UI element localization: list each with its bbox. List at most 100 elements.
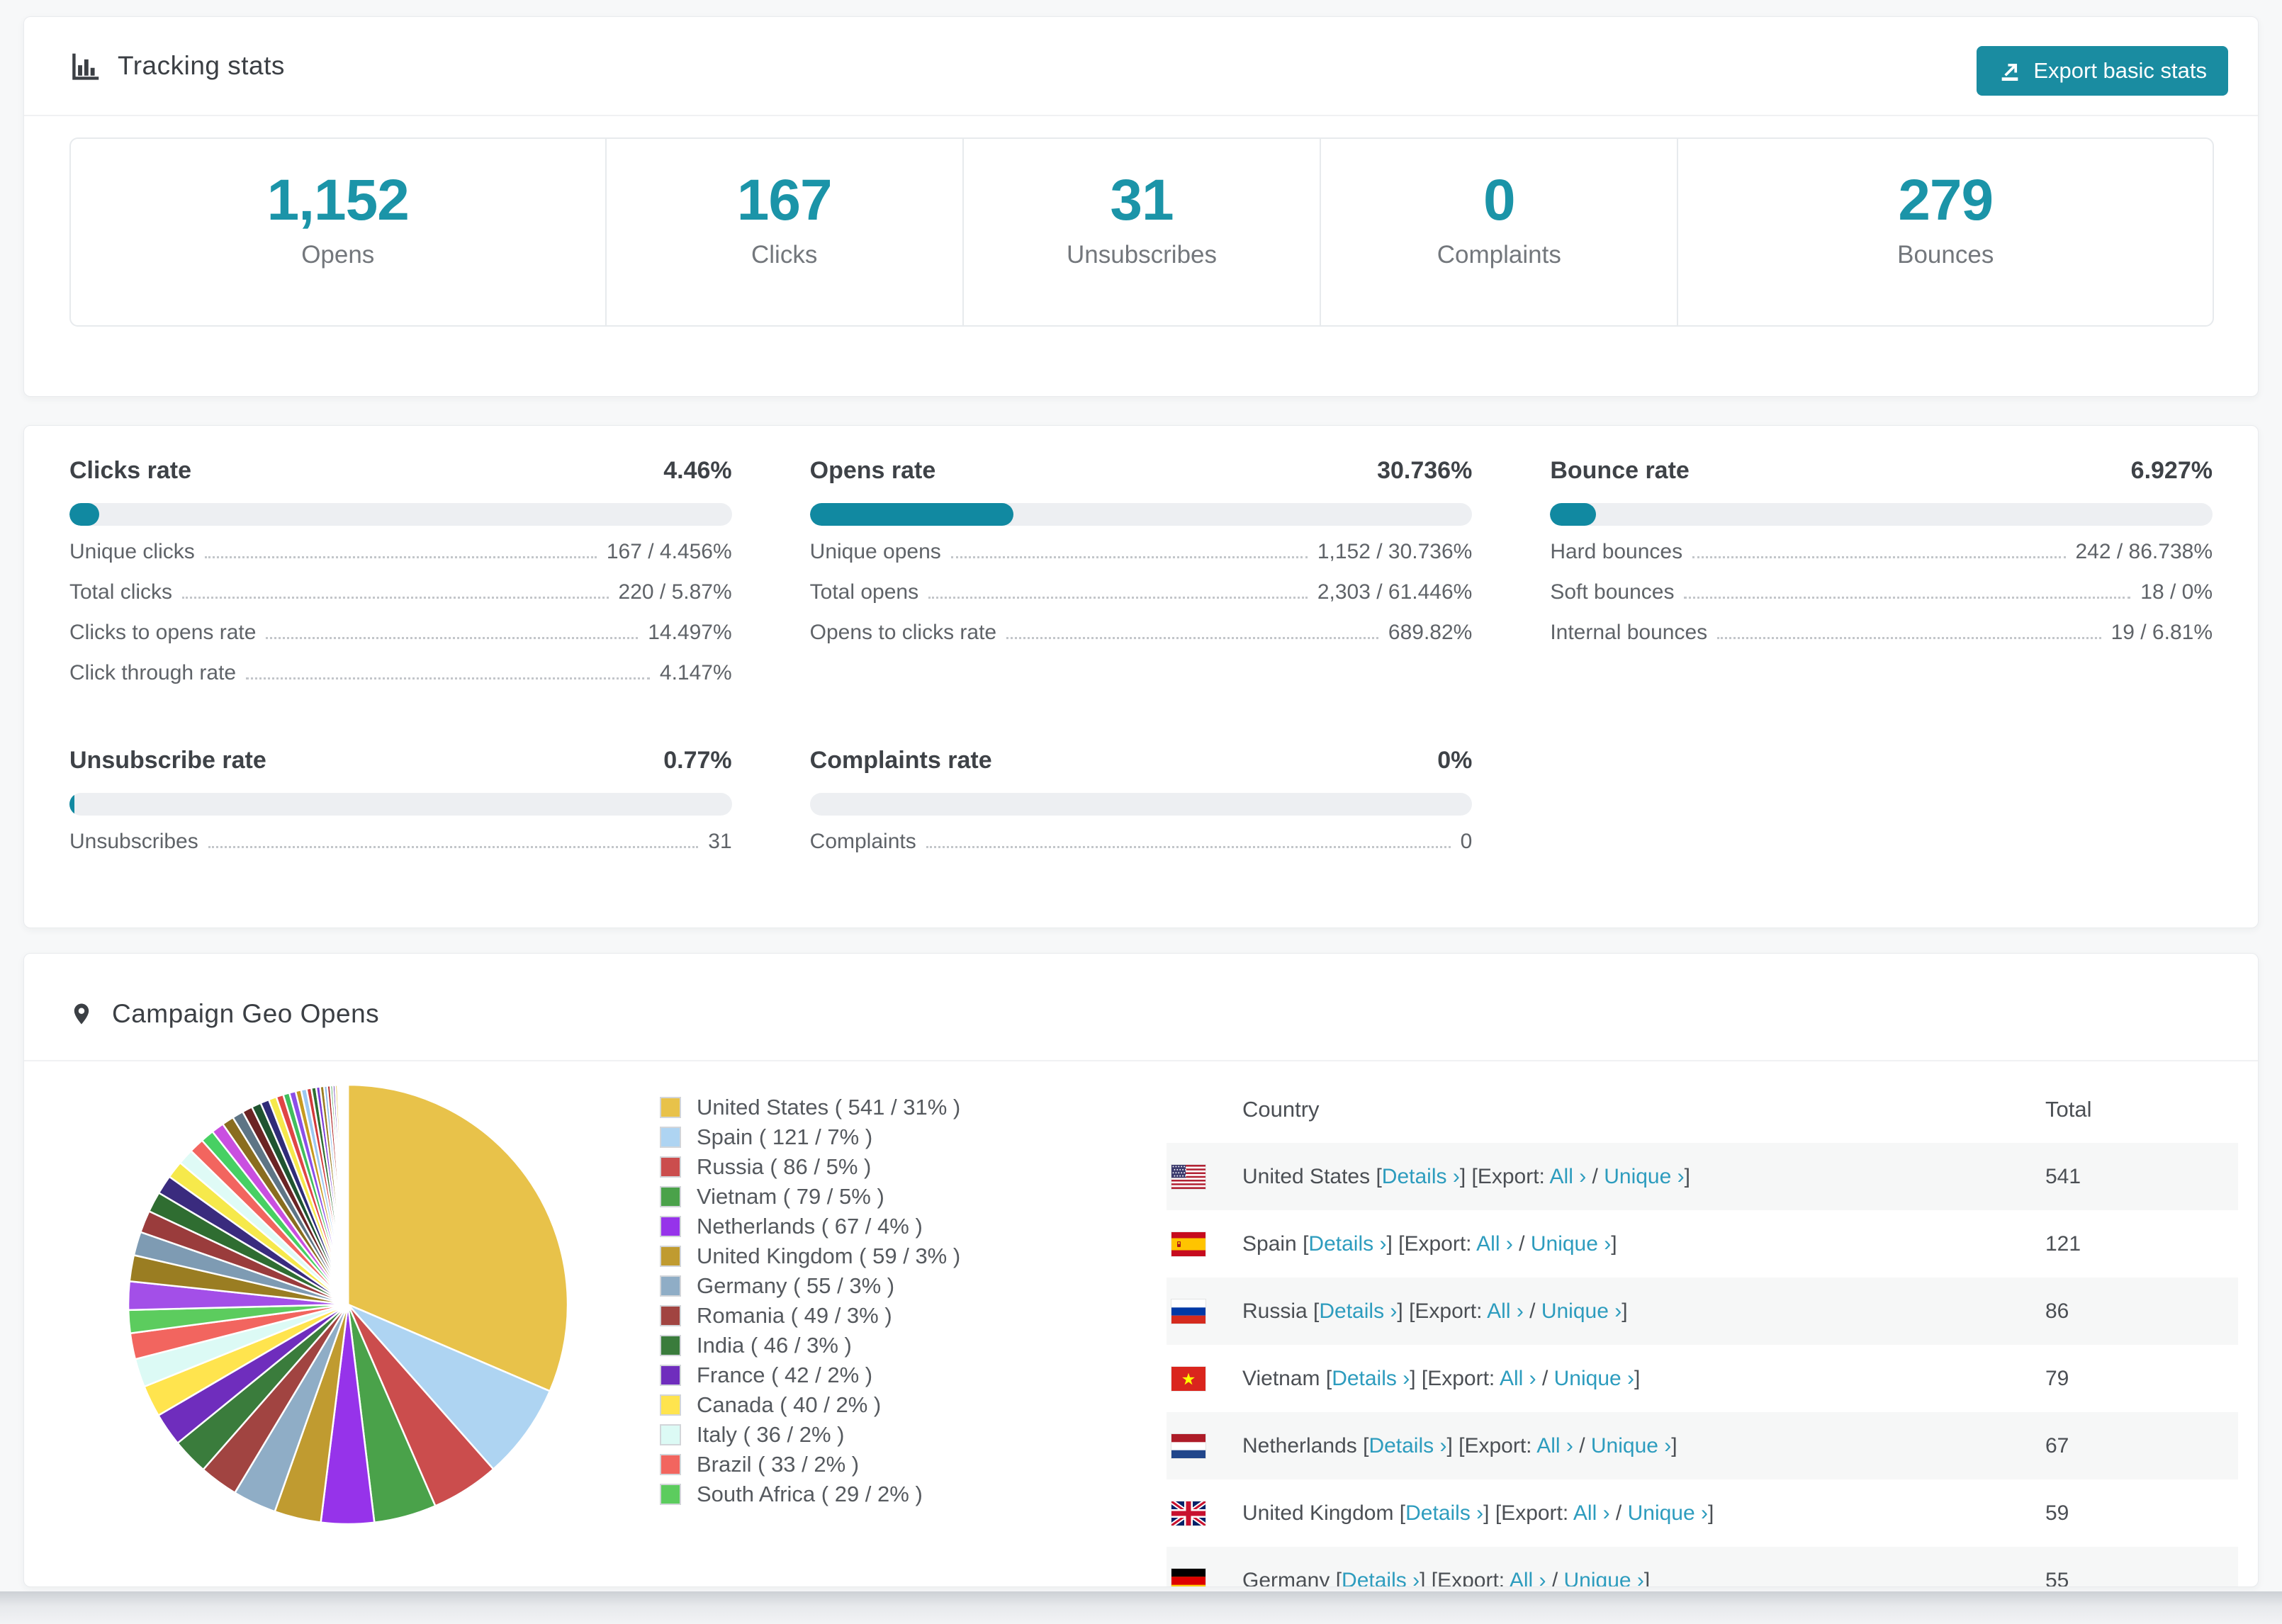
geo-opens-table: Country Total United States [Details ›] … (1167, 1064, 2238, 1587)
stat-row-label: Click through rate (69, 661, 237, 684)
export-all-link[interactable]: All › (1487, 1299, 1524, 1323)
geo-opens-header: Campaign Geo Opens (24, 954, 2258, 1061)
country-cell: Vietnam [Details ›] [Export: All › / Uni… (1242, 1366, 1641, 1390)
campaign-geo-opens-card: Campaign Geo Opens United States ( 541 /… (23, 953, 2259, 1587)
legend-label: Italy ( 36 / 2% ) (697, 1422, 845, 1447)
total-cell: 55 (2045, 1568, 2069, 1587)
total-cell: 79 (2045, 1366, 2069, 1390)
progress-bar-unsubscribe-rate (69, 793, 732, 816)
stat-cell-clicks: 167 Clicks (605, 139, 962, 325)
details-link[interactable]: Details › (1405, 1501, 1484, 1525)
stat-row-total-clicks: Total clicks 220 / 5.87% (69, 580, 732, 621)
export-unique-link[interactable]: Unique › (1590, 1433, 1672, 1457)
export-unique-link[interactable]: Unique › (1627, 1501, 1708, 1525)
rate-head-clicks-rate: Clicks rate 4.46% (69, 457, 732, 485)
united-states-flag-icon (1171, 1164, 1205, 1189)
total-cell: 59 (2045, 1501, 2069, 1525)
country-name: Spain (1242, 1231, 1297, 1256)
legend-label: Russia ( 86 / 5% ) (697, 1154, 872, 1179)
table-row-germany: Germany [Details ›] [Export: All › / Uni… (1167, 1547, 2238, 1587)
rate-rows: Unique clicks 167 / 4.456% Total clicks 220… (69, 540, 732, 701)
rate-title: Clicks rate (69, 457, 191, 484)
country-cell: United States [Details ›] [Export: All ›… (1242, 1164, 1690, 1188)
progress-bar-opens-rate (809, 503, 1473, 526)
export-all-link[interactable]: All › (1536, 1433, 1573, 1457)
rate-value: 4.46% (663, 457, 732, 484)
details-link[interactable]: Details › (1342, 1568, 1420, 1587)
export-unique-link[interactable]: Unique › (1541, 1299, 1622, 1323)
stat-label-unsubscribes: Unsubscribes (1066, 240, 1218, 269)
pie-legend: United States ( 541 / 31% ) Spain ( 121 /… (660, 1093, 960, 1509)
export-all-link[interactable]: All › (1499, 1366, 1536, 1390)
rates-grid: Clicks rate 4.46% Unique clicks 167 / 4.456… (24, 426, 2258, 870)
geo-opens-title: Campaign Geo Opens (112, 999, 380, 1028)
legend-label: Vietnam ( 79 / 5% ) (697, 1184, 884, 1209)
details-link[interactable]: Details › (1319, 1299, 1398, 1323)
dotted-leader (926, 846, 1451, 848)
stat-value-clicks: 167 (736, 167, 833, 232)
stat-row-internal-bounces: Internal bounces 19 / 6.81% (1550, 621, 2213, 661)
legend-item-brazil: Brazil ( 33 / 2% ) (660, 1450, 960, 1479)
export-unique-link[interactable]: Unique › (1604, 1164, 1685, 1188)
legend-item-vietnam: Vietnam ( 79 / 5% ) (660, 1182, 960, 1212)
rate-head-opens-rate: Opens rate 30.736% (810, 457, 1473, 485)
details-link[interactable]: Details › (1332, 1366, 1410, 1390)
rate-block-clicks-rate: Clicks rate 4.46% Unique clicks 167 / 4.456… (69, 457, 732, 701)
details-link[interactable]: Details › (1368, 1433, 1447, 1457)
rate-title: Complaints rate (809, 747, 992, 774)
rate-title: Bounce rate (1550, 457, 1690, 484)
export-unique-link[interactable]: Unique › (1563, 1568, 1644, 1587)
rate-rows: Complaints 0 (810, 830, 1473, 870)
legend-item-united-states: United States ( 541 / 31% ) (660, 1093, 960, 1122)
progress-bar-fill (809, 503, 1013, 526)
export-basic-stats-button[interactable]: Export basic stats (1977, 46, 2228, 96)
legend-swatch (660, 1305, 681, 1326)
legend-label: South Africa ( 29 / 2% ) (697, 1482, 923, 1506)
stat-row-total-opens: Total opens 2,303 / 61.446% (810, 580, 1473, 621)
stat-row-clicks-to-opens-rate: Clicks to opens rate 14.497% (69, 621, 732, 661)
stat-row-value: 4.147% (659, 661, 732, 684)
export-all-link[interactable]: All › (1476, 1231, 1513, 1256)
legend-label: Brazil ( 33 / 2% ) (697, 1452, 860, 1477)
progress-bar-fill (69, 503, 99, 526)
details-link[interactable]: Details › (1308, 1231, 1387, 1256)
export-icon (2002, 63, 2018, 81)
country-name: Vietnam (1242, 1366, 1320, 1390)
pie-slice-united-states (347, 1083, 569, 1392)
export-all-link[interactable]: All › (1573, 1501, 1610, 1525)
export-unique-link[interactable]: Unique › (1553, 1366, 1635, 1390)
tracking-stats-header: Tracking stats Export basic stats (24, 17, 2258, 116)
legend-label: India ( 46 / 3% ) (697, 1333, 852, 1358)
country-name: Germany (1242, 1568, 1330, 1587)
russia-flag-icon (1171, 1299, 1205, 1324)
export-all-link[interactable]: All › (1549, 1164, 1587, 1188)
bar-chart-icon (69, 50, 101, 81)
legend-swatch (660, 1335, 681, 1356)
stat-row-value: 14.497% (648, 621, 732, 644)
progress-bar-fill (69, 793, 75, 816)
details-link[interactable]: Details › (1381, 1164, 1460, 1188)
geo-opens-pie-chart (114, 1071, 582, 1538)
stat-row-label: Opens to clicks rate (809, 621, 997, 644)
legend-item-spain: Spain ( 121 / 7% ) (660, 1122, 960, 1152)
table-row-united-states: United States [Details ›] [Export: All ›… (1167, 1143, 2238, 1210)
pie-slice-other (346, 1083, 349, 1306)
column-header-total: Total (2045, 1097, 2092, 1122)
stat-row-value: 19 / 6.81% (2110, 621, 2213, 644)
progress-bar-fill (1550, 503, 1597, 526)
stat-row-label: Unsubscribes (69, 830, 198, 853)
stat-cell-unsubscribes: 31 Unsubscribes (962, 139, 1320, 325)
legend-item-romania: Romania ( 49 / 3% ) (660, 1301, 960, 1331)
export-all-link[interactable]: All › (1509, 1568, 1546, 1587)
export-unique-link[interactable]: Unique › (1530, 1231, 1612, 1256)
united-kingdom-flag-icon (1171, 1501, 1205, 1526)
stat-row-value: 167 / 4.456% (606, 540, 732, 563)
rate-value: 6.927% (2130, 457, 2213, 484)
stat-value-complaints: 0 (1483, 167, 1516, 232)
country-name: Netherlands (1242, 1433, 1357, 1457)
stat-value-opens: 1,152 (266, 167, 410, 232)
rate-head-bounce-rate: Bounce rate 6.927% (1550, 457, 2213, 485)
legend-label: United States ( 541 / 31% ) (697, 1095, 961, 1120)
legend-item-russia: Russia ( 86 / 5% ) (660, 1152, 960, 1182)
stat-row-label: Unique clicks (69, 540, 195, 563)
